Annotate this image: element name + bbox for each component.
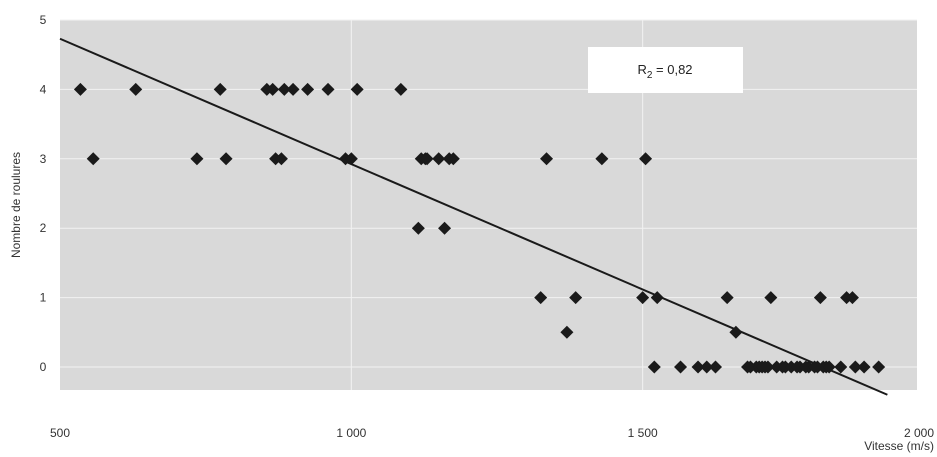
x-axis-ticks: 500 1 000 1 500 2 000 [50, 426, 934, 440]
trendline-layer [59, 37, 888, 396]
data-point [411, 221, 425, 235]
y-axis-ticks: 0 1 2 3 4 5 [40, 13, 47, 374]
data-point [274, 152, 288, 166]
x-tick-label: 2 000 [904, 426, 934, 440]
data-point [321, 82, 335, 96]
data-points [73, 82, 886, 374]
data-point [834, 360, 848, 374]
data-point [301, 82, 315, 96]
data-point [822, 360, 836, 374]
data-point [636, 291, 650, 305]
data-point [73, 82, 87, 96]
data-point [647, 360, 661, 374]
y-tick-label: 1 [40, 291, 47, 305]
data-point [446, 152, 460, 166]
data-point [432, 152, 446, 166]
data-point [219, 152, 233, 166]
data-point [569, 291, 583, 305]
data-point [277, 82, 291, 96]
y-tick-label: 0 [40, 360, 47, 374]
y-tick-label: 3 [40, 152, 47, 166]
data-point [266, 82, 280, 96]
data-point [286, 82, 300, 96]
y-tick-label: 5 [40, 13, 47, 27]
data-point [764, 291, 778, 305]
data-point [420, 152, 434, 166]
data-point [129, 82, 143, 96]
data-point [761, 360, 775, 374]
data-point [729, 325, 743, 339]
x-axis-title: Vitesse (m/s) [864, 439, 934, 453]
data-point [438, 221, 452, 235]
r2-value: = 0,82 [652, 62, 692, 77]
r2-subscript: 2 [647, 70, 653, 81]
y-axis-title: Nombre de roulures [9, 152, 23, 258]
data-point [845, 291, 859, 305]
data-point [691, 360, 705, 374]
y-tick-label: 2 [40, 221, 47, 235]
data-point [857, 360, 871, 374]
data-point [813, 291, 827, 305]
data-point [344, 152, 358, 166]
r2-prefix: R [637, 62, 646, 77]
data-point [190, 152, 204, 166]
data-point [720, 291, 734, 305]
trendline [59, 37, 888, 396]
x-tick-label: 500 [50, 426, 70, 440]
data-point [534, 291, 548, 305]
x-tick-label: 1 500 [628, 426, 658, 440]
r2-box [588, 47, 743, 93]
data-point [700, 360, 714, 374]
data-point [848, 360, 862, 374]
data-point [872, 360, 886, 374]
data-point [540, 152, 554, 166]
data-point [560, 325, 574, 339]
data-point [674, 360, 688, 374]
data-point [350, 82, 364, 96]
r2-annotation: R2 = 0,82 [588, 47, 743, 93]
r2-label: R2 = 0,82 [637, 62, 692, 81]
data-point [709, 360, 722, 374]
x-tick-label: 1 000 [336, 426, 366, 440]
plot-area [60, 20, 917, 390]
data-point [213, 82, 227, 96]
data-point [650, 291, 664, 305]
data-point [595, 152, 609, 166]
data-point [394, 82, 408, 96]
data-point [639, 152, 653, 166]
data-point [86, 152, 100, 166]
y-tick-label: 4 [40, 82, 47, 96]
